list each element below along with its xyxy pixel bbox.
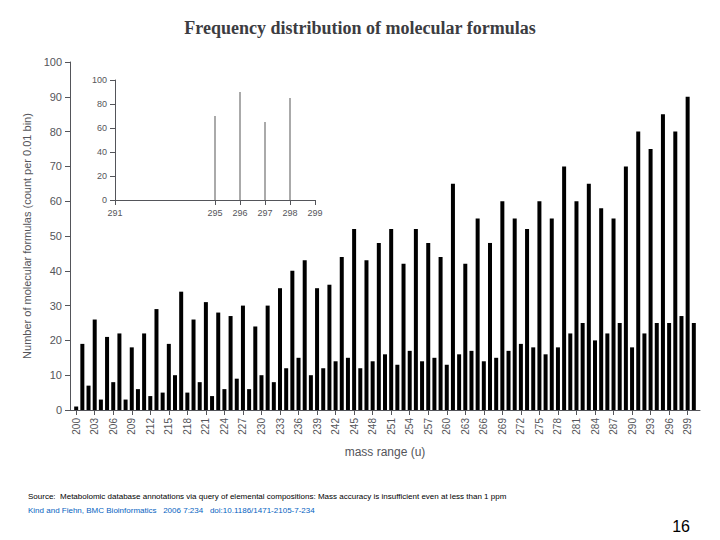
svg-text:284: 284 [590, 418, 601, 435]
svg-text:40: 40 [50, 265, 62, 277]
svg-text:16: 16 [672, 518, 690, 535]
svg-text:203: 203 [89, 418, 100, 435]
svg-text:60: 60 [97, 123, 107, 133]
svg-text:278: 278 [552, 418, 563, 435]
svg-text:230: 230 [256, 418, 267, 435]
svg-text:50: 50 [50, 230, 62, 242]
svg-text:Frequency distribution of mole: Frequency distribution of molecular form… [184, 18, 535, 38]
svg-text:0: 0 [102, 195, 107, 205]
svg-text:80: 80 [50, 126, 62, 138]
svg-text:287: 287 [608, 418, 619, 435]
svg-text:299: 299 [682, 418, 693, 435]
svg-text:293: 293 [645, 418, 656, 435]
svg-text:290: 290 [627, 418, 638, 435]
svg-text:60: 60 [50, 195, 62, 207]
svg-text:70: 70 [50, 160, 62, 172]
svg-text:100: 100 [44, 56, 62, 68]
svg-text:299: 299 [307, 208, 322, 218]
svg-text:263: 263 [460, 418, 471, 435]
svg-text:221: 221 [200, 418, 211, 435]
svg-text:206: 206 [108, 418, 119, 435]
svg-text:224: 224 [219, 418, 230, 435]
svg-text:239: 239 [312, 418, 323, 435]
svg-text:227: 227 [237, 418, 248, 435]
svg-text:297: 297 [257, 208, 272, 218]
svg-text:257: 257 [423, 418, 434, 435]
svg-text:296: 296 [232, 208, 247, 218]
svg-text:218: 218 [182, 418, 193, 435]
svg-text:212: 212 [145, 418, 156, 435]
svg-text:251: 251 [386, 418, 397, 435]
svg-text:200: 200 [71, 418, 82, 435]
svg-text:236: 236 [293, 418, 304, 435]
svg-text:296: 296 [664, 418, 675, 435]
svg-text:269: 269 [497, 418, 508, 435]
svg-text:100: 100 [92, 75, 107, 85]
svg-text:266: 266 [478, 418, 489, 435]
svg-text:233: 233 [275, 418, 286, 435]
svg-text:Source: Metabolomic database: Source: Metabolomic database annotations… [28, 492, 507, 501]
svg-text:215: 215 [163, 418, 174, 435]
svg-text:298: 298 [282, 208, 297, 218]
svg-text:0: 0 [56, 404, 62, 416]
svg-text:272: 272 [515, 418, 526, 435]
svg-text:30: 30 [50, 300, 62, 312]
svg-text:242: 242 [330, 418, 341, 435]
svg-text:295: 295 [207, 208, 222, 218]
svg-text:275: 275 [534, 418, 545, 435]
svg-text:254: 254 [404, 418, 415, 435]
svg-text:Kind and Fiehn, BMC Bioinforma: Kind and Fiehn, BMC Bioinformatics 2006 … [28, 506, 315, 515]
svg-text:20: 20 [50, 334, 62, 346]
svg-text:40: 40 [97, 147, 107, 157]
svg-text:281: 281 [571, 418, 582, 435]
svg-text:80: 80 [97, 99, 107, 109]
svg-text:90: 90 [50, 91, 62, 103]
svg-text:245: 245 [349, 418, 360, 435]
svg-text:mass range (u): mass range (u) [345, 445, 426, 459]
svg-text:20: 20 [97, 171, 107, 181]
svg-text:209: 209 [126, 418, 137, 435]
svg-text:248: 248 [367, 418, 378, 435]
svg-text:Number of molecular formulas (: Number of molecular formulas (count per … [21, 113, 33, 359]
svg-text:260: 260 [441, 418, 452, 435]
svg-text:10: 10 [50, 369, 62, 381]
svg-text:291: 291 [107, 208, 122, 218]
